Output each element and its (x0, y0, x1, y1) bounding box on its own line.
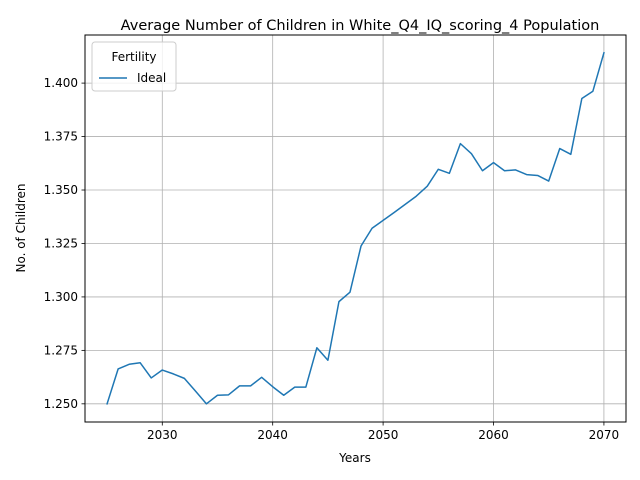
y-tick-label: 1.375 (44, 130, 78, 144)
x-tick-label: 2040 (257, 428, 288, 442)
plot-frame (84, 34, 627, 423)
series-line-ideal (106, 51, 605, 405)
y-axis: 1.250 1.275 1.300 1.325 1.350 1.375 1.400 (44, 76, 85, 411)
series-layer (106, 51, 605, 405)
y-tick-label: 1.250 (44, 397, 78, 411)
x-tick-label: 2050 (368, 428, 399, 442)
y-axis-label: No. of Children (14, 183, 28, 272)
x-tick-label: 2030 (147, 428, 178, 442)
x-axis-label: Years (338, 451, 371, 465)
x-tick-label: 2070 (589, 428, 620, 442)
y-tick-label: 1.275 (44, 343, 78, 357)
legend: Fertility Ideal (91, 41, 177, 92)
y-tick-label: 1.300 (44, 290, 78, 304)
x-axis: 2030 2040 2050 2060 2070 (147, 422, 619, 442)
y-tick-label: 1.350 (44, 183, 78, 197)
grid (85, 35, 626, 422)
x-tick-label: 2060 (478, 428, 509, 442)
chart-title: Average Number of Children in White_Q4_I… (121, 18, 600, 34)
legend-title: Fertility (111, 50, 156, 64)
y-tick-label: 1.325 (44, 236, 78, 250)
legend-label-ideal: Ideal (137, 71, 166, 85)
y-tick-label: 1.400 (44, 76, 78, 90)
